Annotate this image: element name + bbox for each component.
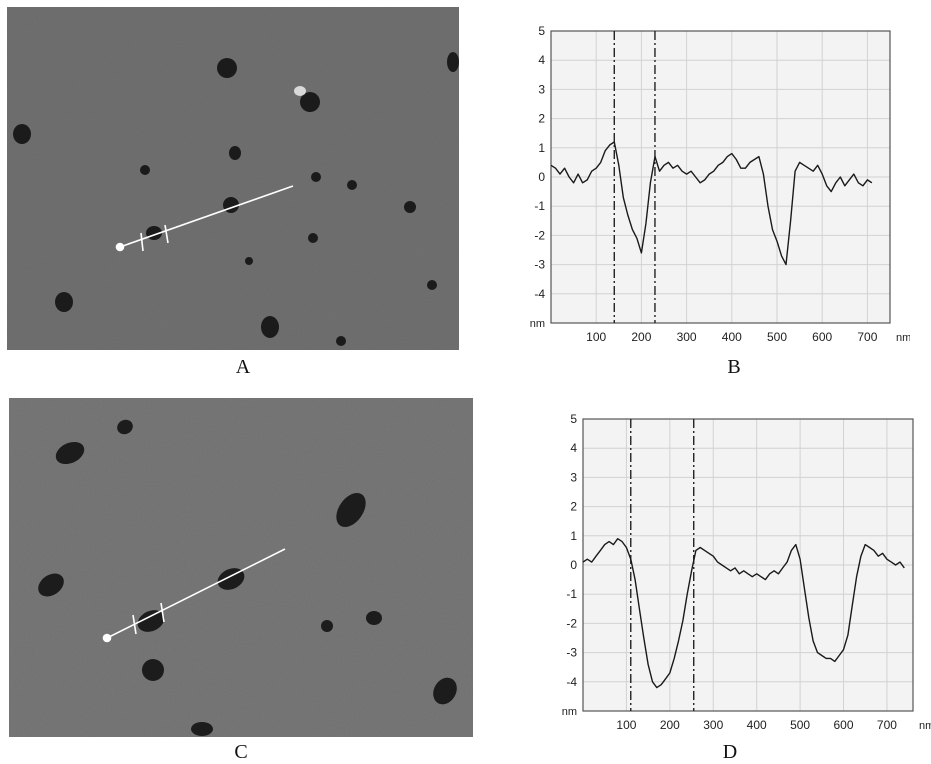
height-profile-line xyxy=(582,537,905,689)
afm-image-a-svg xyxy=(7,7,459,350)
y-tick-label: -1 xyxy=(534,199,545,213)
pit xyxy=(245,257,253,265)
profile-chart-b-svg: 5 4 3 2 1 0 -1 -2 -3 -4 100 200 300 400 500 600 700 nm nm xyxy=(495,10,911,350)
x-tick-label: 100 xyxy=(586,330,606,344)
pit xyxy=(321,620,333,632)
afm-texture xyxy=(9,398,473,737)
scan-line xyxy=(102,548,286,643)
pit xyxy=(191,722,213,736)
afm-pits xyxy=(38,419,457,736)
y-tick-label: -2 xyxy=(534,228,545,242)
panel-label-b: B xyxy=(727,356,741,378)
pit xyxy=(261,316,279,338)
pit xyxy=(427,280,437,290)
profile-chart-d-svg: 5 4 3 2 1 0 -1 -2 -3 -4 100 200 300 400 500 600 700 nm nm xyxy=(525,398,931,738)
panel-label-d: D xyxy=(722,741,738,763)
pit xyxy=(137,610,165,632)
y-tick-label: -3 xyxy=(566,646,577,660)
pit xyxy=(433,677,457,705)
pit xyxy=(347,180,357,190)
pit xyxy=(404,201,416,213)
pit xyxy=(217,568,245,590)
x-tick-label: 300 xyxy=(703,718,723,732)
pit xyxy=(38,573,64,597)
scan-line xyxy=(115,185,294,252)
x-tick-label: 100 xyxy=(616,718,636,732)
afm-pits xyxy=(13,52,459,346)
pit xyxy=(117,419,133,435)
y-tick-label: 3 xyxy=(570,470,577,484)
pit xyxy=(55,292,73,312)
plot-frame xyxy=(582,418,914,712)
y-tick-label: -2 xyxy=(566,616,577,630)
y-tick-label: 2 xyxy=(570,500,577,514)
pit xyxy=(311,172,321,182)
y-tick-label: 0 xyxy=(570,558,577,572)
pit xyxy=(142,659,164,681)
x-tick-label: 500 xyxy=(767,330,787,344)
y-axis-label: nm xyxy=(530,318,545,330)
pit xyxy=(55,441,85,465)
pit xyxy=(217,58,237,78)
y-tick-label: 0 xyxy=(538,170,545,184)
y-tick-label: 4 xyxy=(570,441,577,455)
x-tick-label: 400 xyxy=(722,330,742,344)
x-tick-label: 700 xyxy=(877,718,897,732)
x-tick-label: 300 xyxy=(677,330,697,344)
y-tick-label: -4 xyxy=(566,675,577,689)
pit xyxy=(308,233,318,243)
plot-frame xyxy=(550,30,891,324)
y-tick-label: 1 xyxy=(570,529,577,543)
x-tick-label: 400 xyxy=(747,718,767,732)
pit xyxy=(229,146,241,160)
pit xyxy=(336,336,346,346)
x-tick-label: 200 xyxy=(631,330,651,344)
y-tick-label: 5 xyxy=(570,412,577,426)
afm-texture xyxy=(7,7,459,350)
y-axis-label: nm xyxy=(562,706,577,718)
pit xyxy=(300,92,320,112)
y-tick-label: 5 xyxy=(538,24,545,38)
y-tick-label: -1 xyxy=(566,587,577,601)
profile-chart-b: 5 4 3 2 1 0 -1 -2 -3 -4 100 200 300 400 500 600 700 nm nm xyxy=(495,10,911,350)
profile-chart-d: 5 4 3 2 1 0 -1 -2 -3 -4 100 200 300 400 500 600 700 nm nm xyxy=(525,398,931,738)
x-tick-label: 600 xyxy=(812,330,832,344)
pit xyxy=(366,611,382,625)
y-tick-label: 3 xyxy=(538,82,545,96)
y-tick-label: -3 xyxy=(534,258,545,272)
x-tick-label: 500 xyxy=(790,718,810,732)
panel-label-a: A xyxy=(235,356,251,378)
y-tick-label: 2 xyxy=(538,112,545,126)
y-tick-label: 1 xyxy=(538,141,545,155)
x-axis-label: nm xyxy=(919,720,931,732)
height-profile-line xyxy=(550,141,873,266)
afm-image-c-svg xyxy=(9,398,473,737)
afm-image-c xyxy=(9,398,473,737)
x-axis-label: nm xyxy=(896,332,910,344)
x-tick-label: 600 xyxy=(834,718,854,732)
afm-image-a xyxy=(7,7,459,350)
panel-label-c: C xyxy=(234,741,248,763)
pit xyxy=(336,492,366,528)
bright-particle xyxy=(294,86,306,96)
y-tick-label: -4 xyxy=(534,287,545,301)
x-tick-label: 700 xyxy=(857,330,877,344)
x-tick-label: 200 xyxy=(660,718,680,732)
pit xyxy=(140,165,150,175)
pit xyxy=(13,124,31,144)
pit xyxy=(447,52,459,72)
y-tick-label: 4 xyxy=(538,53,545,67)
